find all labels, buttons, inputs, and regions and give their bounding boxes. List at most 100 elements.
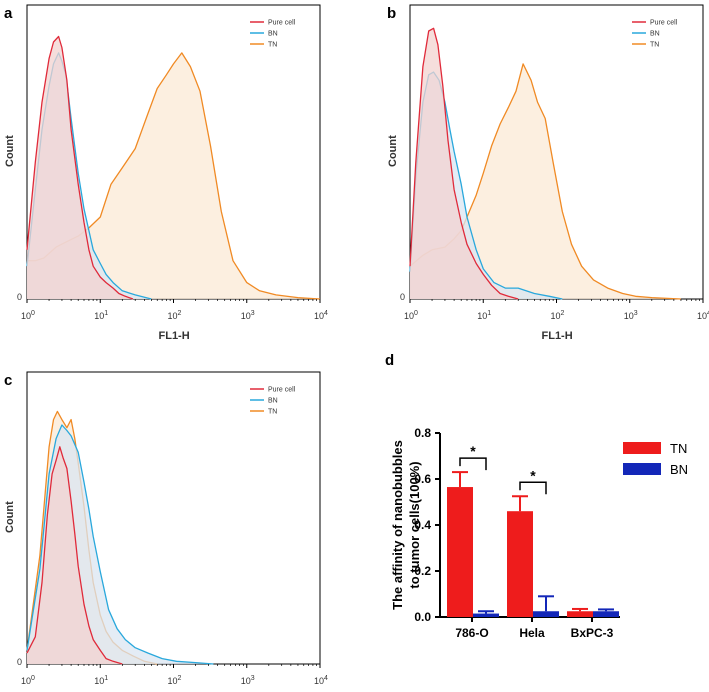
tick-base: 10	[21, 311, 31, 321]
series-line-pure-cell	[26, 446, 123, 665]
x-tick-label: 102	[168, 310, 182, 321]
y-axis-title: The affinity of nanobubbles to tumor cell…	[390, 440, 422, 610]
significance-bracket	[459, 457, 487, 471]
tick-exponent: 2	[178, 310, 182, 317]
y-tick-label: 0	[17, 292, 22, 302]
tick-exponent: 3	[634, 310, 638, 317]
x-axis-title: FL1-H	[159, 330, 190, 342]
y-axis-title-line: to tumor cells(100%)	[407, 461, 422, 588]
y-axis-title: Count	[4, 135, 16, 167]
legend-label: BN	[650, 31, 660, 38]
legend-swatch	[623, 463, 661, 475]
legend-label: BN	[268, 31, 278, 38]
y-tick-label: 0	[400, 292, 405, 302]
legend-label: TN	[268, 42, 277, 49]
x-tick-label: 101	[477, 310, 491, 321]
panel-letter: a	[4, 5, 13, 22]
x-axis-title: FL1-H	[542, 330, 573, 342]
bar-panel-d: d 0.0 0.2 0.4 0.6 0.8 786-O Hela BxPC-3 * * The aff…	[385, 352, 688, 640]
series-line-pure-cell	[409, 27, 519, 300]
y-axis-title: Count	[4, 501, 16, 533]
y-tick-label: 0	[17, 657, 22, 667]
x-tick-label: 103	[624, 310, 638, 321]
tick-base: 10	[241, 311, 251, 321]
series-area-pure-cell	[27, 36, 133, 299]
bar-legend: TN BN	[623, 441, 688, 477]
tick-base: 10	[404, 311, 414, 321]
bar-bn-bxpc-3	[593, 611, 619, 617]
tick-exponent: 2	[561, 310, 565, 317]
tick-exponent: 0	[31, 310, 35, 317]
x-tick-label: 104	[314, 675, 328, 686]
legend-swatch	[623, 442, 661, 454]
y-tick-label: 0.4	[414, 518, 431, 532]
y-axis-title: Count	[387, 135, 399, 167]
tick-base: 10	[624, 311, 634, 321]
series-line-pure-cell	[26, 35, 134, 300]
x-tick-label: 786-O	[455, 626, 488, 640]
legend: Pure cell BN TN	[250, 387, 296, 416]
tick-base: 10	[314, 676, 324, 686]
tick-base: 10	[551, 311, 561, 321]
tick-base: 10	[241, 676, 251, 686]
x-tick-label: BxPC-3	[571, 626, 614, 640]
legend-label: TN	[268, 409, 277, 416]
tick-base: 10	[477, 311, 487, 321]
tick-base: 10	[697, 311, 707, 321]
tick-exponent: 1	[104, 310, 108, 317]
legend-label: BN	[670, 462, 688, 477]
panel-letter: c	[4, 372, 12, 389]
legend-label: Pure cell	[268, 20, 296, 27]
series-area-pure-cell	[27, 446, 123, 664]
x-tick-label: 102	[168, 675, 182, 686]
tick-exponent: 2	[178, 675, 182, 682]
y-tick-label: 0.8	[414, 426, 431, 440]
tick-exponent: 4	[324, 675, 328, 682]
tick-exponent: 0	[414, 310, 418, 317]
legend: Pure cell BN TN	[632, 20, 678, 49]
tick-exponent: 3	[251, 675, 255, 682]
x-tick-label: 100	[21, 310, 35, 321]
significance-star: *	[530, 467, 536, 483]
x-tick-label: 101	[94, 675, 108, 686]
x-tick-label: 100	[21, 675, 35, 686]
significance-star: *	[470, 443, 476, 459]
y-axis-title-line: The affinity of nanobubbles	[390, 440, 405, 610]
x-tick-label: Hela	[519, 626, 545, 640]
tick-base: 10	[314, 311, 324, 321]
legend-label: Pure cell	[268, 387, 296, 394]
tick-exponent: 3	[251, 310, 255, 317]
tick-exponent: 0	[31, 675, 35, 682]
x-tick-label: 100	[404, 310, 418, 321]
legend-label: TN	[670, 441, 687, 456]
bar-bn-hela	[533, 611, 559, 617]
legend-label: TN	[650, 42, 659, 49]
bar-bn-786-o	[473, 613, 499, 617]
y-tick-label: 0.0	[414, 610, 431, 624]
legend-label: Pure cell	[650, 20, 678, 27]
x-tick-label: 101	[94, 310, 108, 321]
series-area-pure-cell	[410, 28, 519, 300]
tick-base: 10	[168, 676, 178, 686]
legend: Pure cell BN TN	[250, 20, 296, 49]
y-tick-label: 0.2	[414, 564, 431, 578]
x-tick-label: 104	[314, 310, 328, 321]
x-tick-label: 104	[697, 310, 709, 321]
x-tick-label: 102	[551, 310, 565, 321]
series-line-bn	[26, 424, 214, 665]
tick-exponent: 4	[707, 310, 709, 317]
bar-tn-hela	[507, 511, 533, 617]
bar-tn-bxpc-3	[567, 611, 593, 617]
bar-tn-786-o	[447, 487, 473, 617]
tick-exponent: 1	[487, 310, 491, 317]
legend-label: BN	[268, 398, 278, 405]
tick-base: 10	[168, 311, 178, 321]
tick-base: 10	[94, 676, 104, 686]
series-area-tn	[27, 52, 320, 300]
panel-letter: d	[385, 352, 394, 369]
tick-exponent: 1	[104, 675, 108, 682]
